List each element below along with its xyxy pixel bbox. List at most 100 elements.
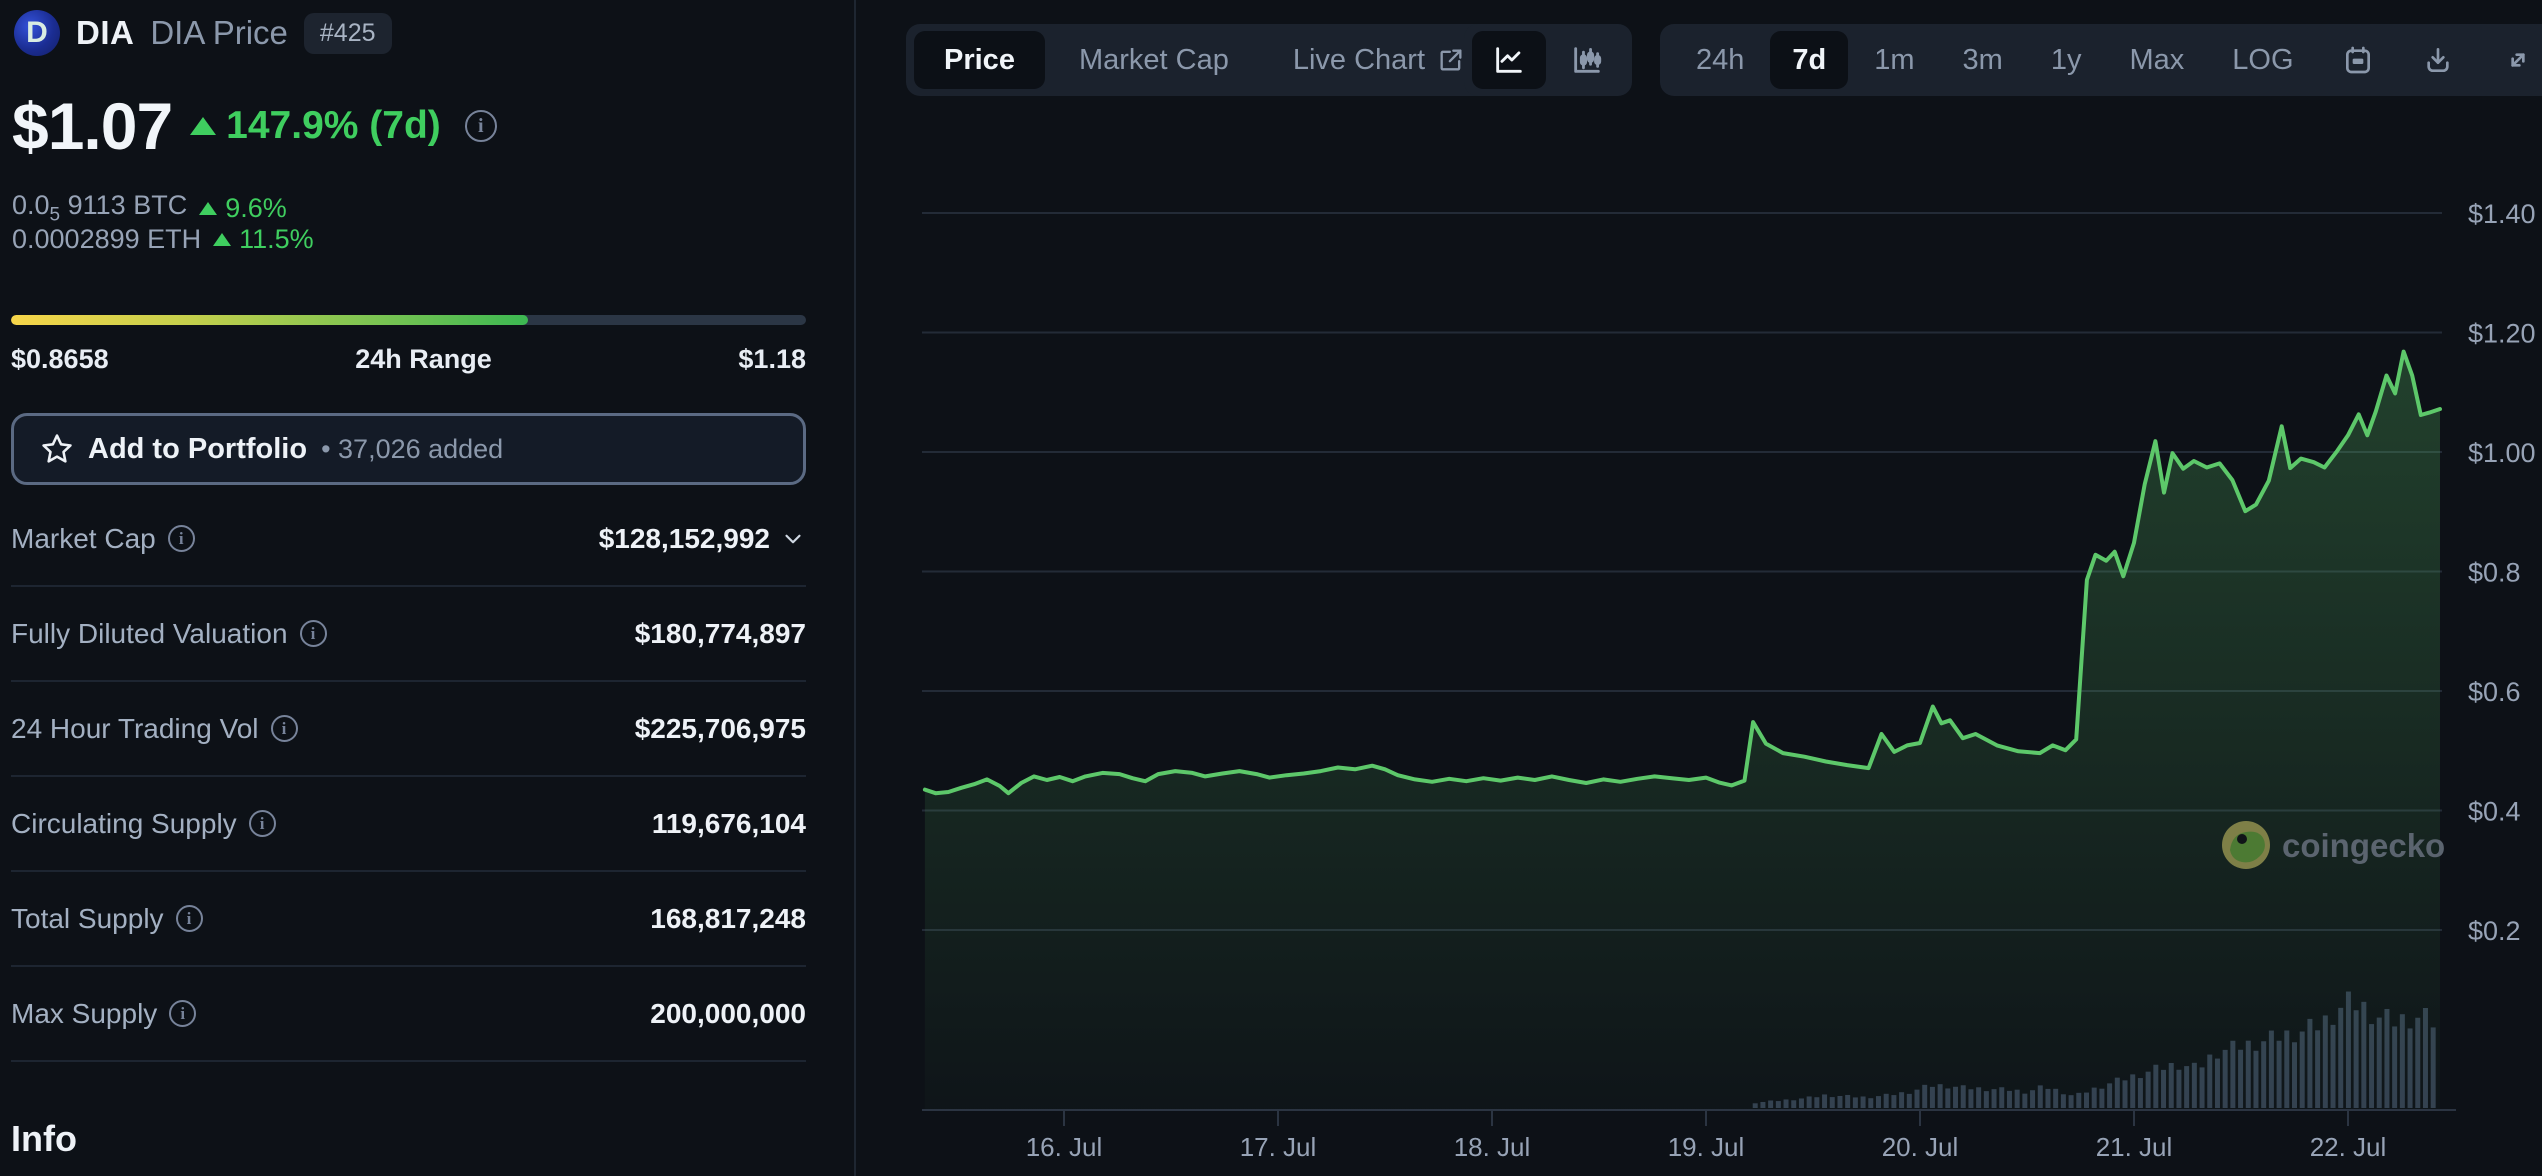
button-market-cap[interactable]: Market Cap [1049, 31, 1259, 89]
range-24h-fill [11, 315, 528, 325]
button-7d[interactable]: 7d [1770, 31, 1849, 89]
rank-badge: #425 [303, 12, 392, 54]
y-axis-label: $1.00 [2468, 438, 2536, 468]
price-area-fill [924, 351, 2440, 1111]
stat-value: $180,774,897 [634, 617, 806, 649]
stat-label: Max Supply [11, 997, 158, 1029]
price-line-series [922, 349, 2442, 796]
stat-value: $225,706,975 [634, 712, 806, 744]
chart-style-group [1464, 24, 1632, 96]
download-icon[interactable] [2400, 31, 2476, 89]
stat-label: Fully Diluted Valuation [11, 617, 288, 649]
info-icon[interactable]: i [464, 110, 497, 142]
info-icon[interactable]: i [248, 810, 276, 837]
range-high: $1.18 [738, 344, 806, 374]
y-axis-label: $0.6 [2468, 677, 2521, 707]
expand-icon[interactable] [2480, 31, 2542, 89]
stat-value: 119,676,104 [651, 807, 806, 839]
chevron-down-icon[interactable] [780, 526, 806, 552]
x-axis-label: 17. Jul [1240, 1132, 1317, 1162]
triangle-up-icon [213, 233, 232, 246]
line-chart-icon [1492, 43, 1526, 77]
price-chart[interactable]: $1.40 $1.20 $1.00 $0.8 $0.6 $0.4 $0.2 16. Jul 17… [858, 110, 2542, 1176]
range-24h-labels: $0.8658 24h Range $1.18 [11, 344, 806, 375]
stat-row-circulating-supply: Circulating Supply i 119,676,104 [11, 777, 806, 872]
info-icon[interactable]: i [270, 715, 298, 742]
x-axis-label: 22. Jul [2310, 1132, 2387, 1162]
current-price: $1.07 [12, 89, 173, 163]
triangle-up-icon [190, 117, 217, 135]
info-section-heading: Info [11, 1118, 77, 1159]
stat-label: Circulating Supply [11, 807, 237, 839]
button-log[interactable]: LOG [2210, 31, 2315, 89]
candlestick-icon[interactable] [1550, 31, 1624, 89]
x-axis-label: 18. Jul [1454, 1132, 1531, 1162]
stat-label: 24 Hour Trading Vol [11, 712, 259, 744]
range-24h-bar [11, 315, 806, 325]
y-axis-label: $1.20 [2468, 319, 2536, 349]
x-axis-label: 21. Jul [2096, 1132, 2173, 1162]
range-label: 24h Range [355, 344, 492, 374]
stat-row-max-supply: Max Supply i 200,000,000 [11, 967, 806, 1062]
expand-icon [2502, 44, 2534, 76]
chart-toolbar: Price Market Cap Live Chart 24h 7d 1m 3m 1y Max… [858, 24, 2542, 96]
stat-label: Total Supply [11, 902, 164, 934]
button-1y[interactable]: 1y [2029, 31, 2104, 89]
button-24h[interactable]: 24h [1674, 31, 1766, 89]
watermark-label: coingecko [2282, 827, 2445, 864]
add-to-portfolio-button[interactable]: Add to Portfolio • 37,026 added [11, 413, 806, 485]
stat-row-market-cap: Market Cap i $128,152,992 [11, 492, 806, 587]
eth-conversion: 0.0002899 ETH 11.5% [12, 224, 314, 255]
portfolio-label: Add to Portfolio [88, 432, 308, 465]
btc-conversion: 0.05 9113 BTC 9.6% [12, 190, 287, 226]
info-icon[interactable]: i [299, 620, 327, 647]
candlestick-icon [1570, 43, 1604, 77]
chart-panel: Price Market Cap Live Chart 24h 7d 1m 3m 1y Max… [858, 0, 2542, 1176]
calendar-icon[interactable] [2320, 31, 2396, 89]
coin-header: D DIA DIA Price #425 [14, 10, 392, 56]
star-icon [40, 432, 74, 466]
stat-row-24-hour-trading-vol: 24 Hour Trading Vol i $225,706,975 [11, 682, 806, 777]
range-low: $0.8658 [11, 344, 109, 374]
coin-stats-list: Market Cap i $128,152,992 Fully Diluted Val… [11, 492, 806, 1062]
stat-label: Market Cap [11, 522, 156, 554]
chart-range-group: 24h 7d 1m 3m 1y Max LOG [1660, 24, 2542, 96]
eth-change: 11.5% [213, 224, 314, 255]
x-axis-label: 20. Jul [1882, 1132, 1959, 1162]
btc-change: 9.6% [199, 193, 287, 224]
y-axis-label: $0.2 [2468, 916, 2521, 946]
y-axis-label: $0.8 [2468, 558, 2521, 588]
stat-value: 200,000,000 [650, 997, 806, 1029]
coin-symbol: DIA [76, 14, 135, 51]
price-change-7d: 147.9% (7d) [190, 104, 441, 148]
info-icon[interactable]: i [175, 905, 203, 932]
button-live-chart[interactable]: Live Chart [1263, 31, 1495, 89]
external-link-icon [1437, 46, 1465, 74]
y-axis-label: $1.40 [2468, 199, 2536, 229]
page-title: DIA Price [150, 14, 288, 51]
stat-value: $128,152,992 [598, 522, 770, 554]
dia-logo: D [14, 10, 60, 56]
triangle-up-icon [199, 201, 218, 215]
x-axis-label: 16. Jul [1026, 1132, 1103, 1162]
button-max[interactable]: Max [2107, 31, 2206, 89]
price-row: $1.07 147.9% (7d) i [12, 88, 497, 164]
coin-summary-panel: D DIA DIA Price #425 $1.07 147.9% (7d) i… [0, 0, 856, 1176]
stat-row-total-supply: Total Supply i 168,817,248 [11, 872, 806, 967]
stat-row-fully-diluted-valuation: Fully Diluted Valuation i $180,774,897 [11, 587, 806, 682]
y-axis-label: $0.4 [2468, 797, 2521, 827]
stat-value: 168,817,248 [650, 902, 806, 934]
x-axis-label: 19. Jul [1668, 1132, 1745, 1162]
button-price[interactable]: Price [914, 31, 1045, 89]
info-icon[interactable]: i [169, 1000, 197, 1027]
line-chart-icon[interactable] [1472, 31, 1546, 89]
portfolio-added-count: • 37,026 added [321, 433, 504, 464]
info-icon[interactable]: i [167, 525, 195, 552]
download-icon [2422, 44, 2454, 76]
coingecko-watermark: coingecko [2222, 821, 2445, 869]
chart-tab-group: Price Market Cap Live Chart [906, 24, 1504, 96]
button-3m[interactable]: 3m [1941, 31, 2025, 89]
button-1m[interactable]: 1m [1852, 31, 1936, 89]
calendar-icon [2342, 44, 2374, 76]
